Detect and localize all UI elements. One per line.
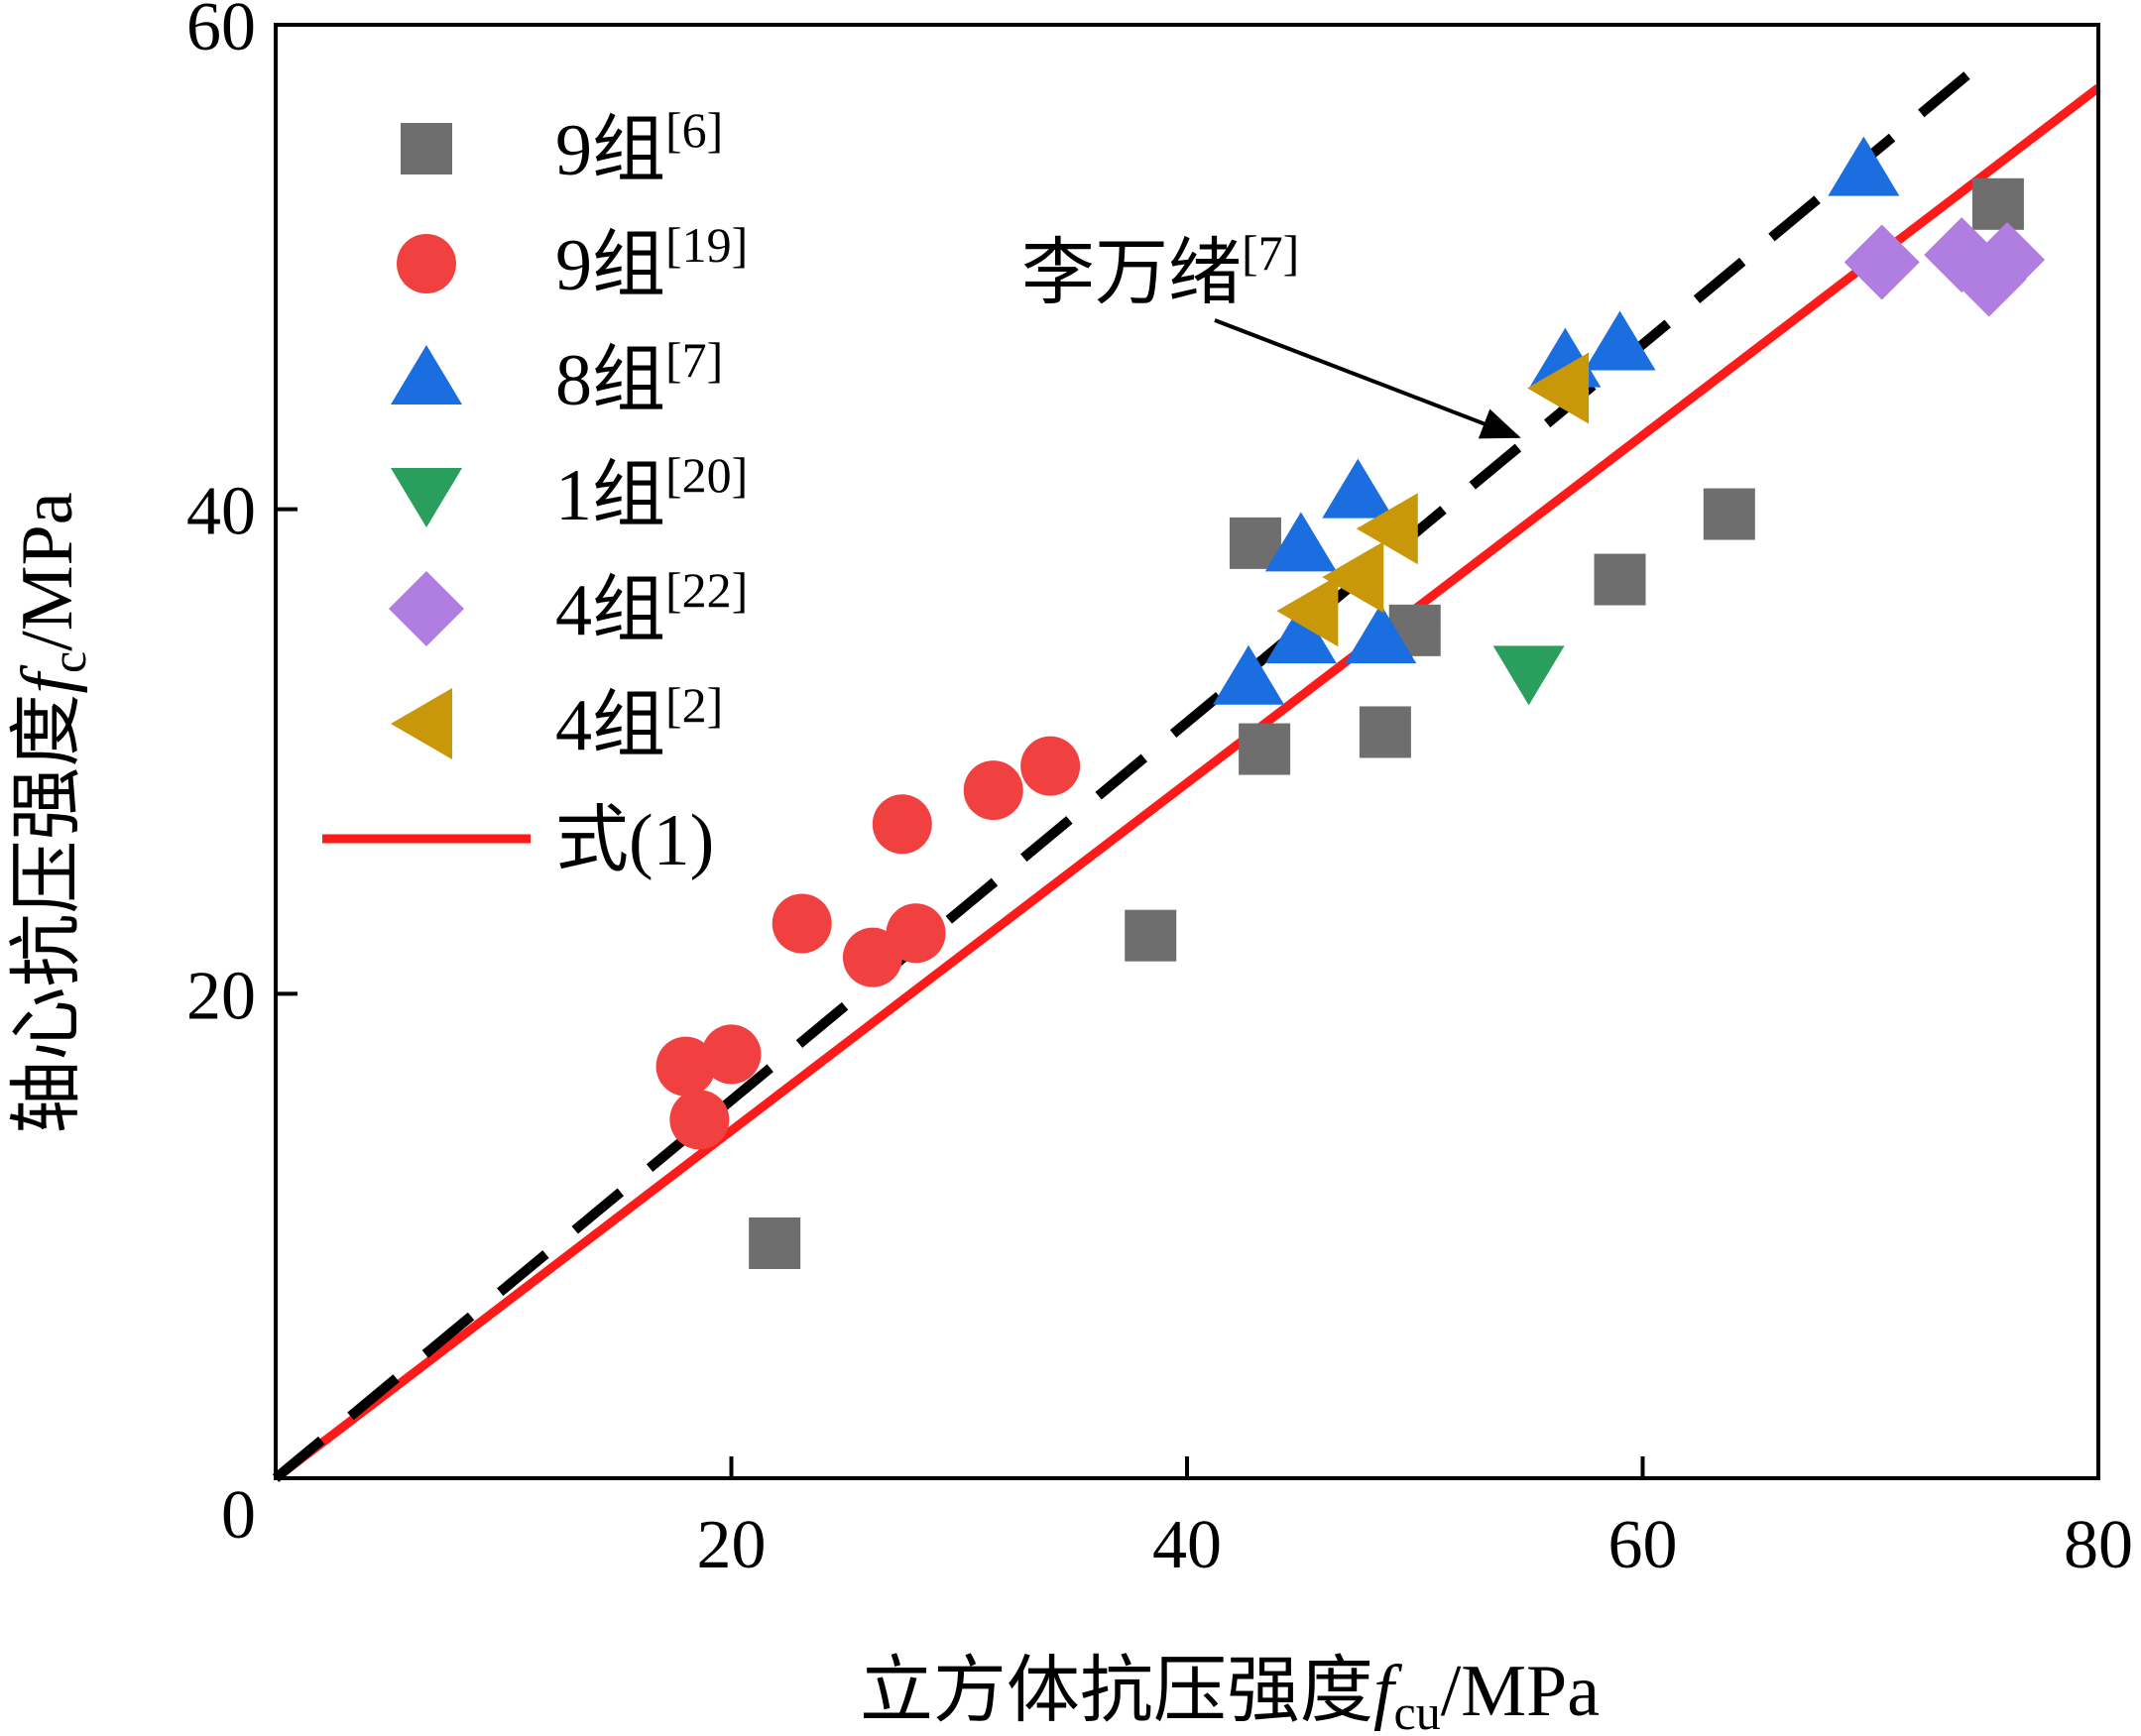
x-tick-label: 80 [2064,1507,2133,1583]
legend-label: 式(1) [555,800,714,881]
legend-label-main: 9组 [555,110,665,191]
y-tick-label: 40 [186,474,256,550]
data-point-triangle-left [1276,575,1339,647]
x-tick-label: 40 [1152,1507,1222,1583]
y-axis-title-sub: c [41,651,96,673]
annotation-main: 李万绪 [1021,233,1242,314]
data-point-diamond [1844,224,1920,300]
data-point-circle [872,794,932,855]
legend-marker-square [401,123,452,174]
legend-label-ref: [22] [665,562,748,618]
legend-label-main: 4组 [555,685,665,766]
legend-label-main: 1组 [555,455,665,536]
origin-label: 0 [221,1477,256,1554]
data-point-triangle-up [1264,512,1337,572]
data-point-triangle-left [1356,493,1418,565]
y-axis-title-main: 轴心抗压强度 [7,694,88,1134]
data-point-circle [669,1090,730,1150]
data-point-circle [701,1024,762,1085]
y-tick-label: 20 [186,958,256,1034]
data-point-triangle-up [1584,310,1656,371]
data-point-triangle-down [1492,645,1565,706]
x-axis-title: 立方体抗压强度fcu/MPa [860,1651,1600,1736]
data-point-square [1971,177,2024,230]
x-tick-label: 60 [1608,1507,1678,1583]
legend-marker-triangle-down [391,468,462,527]
legend-label: 9组[19] [555,217,748,306]
data-point-triangle-up [1213,644,1285,705]
data-point-square [1703,488,1755,540]
y-axis-title: 轴心抗压强度fc/MPa [7,492,96,1133]
legend-label-main: 8组 [555,340,665,421]
y-axis-title-unit: /MPa [7,492,88,650]
legend-label-ref: [19] [665,217,748,273]
x-tick-label: 20 [697,1507,767,1583]
data-point-circle [1020,736,1081,796]
data-point-diamond [1969,222,2046,298]
axis-ticks: 20 40 60 80 20 40 60 0 [186,0,2133,1583]
x-axis-title-main: 立方体抗压强度 [860,1651,1373,1732]
legend-marker-triangle-left [391,688,452,759]
x-axis-title-sub: cu [1394,1684,1441,1736]
formula-line [273,83,2101,1482]
data-point-circle [886,903,946,964]
fit-lines [272,48,2101,1482]
legend-marker-diamond [389,571,464,646]
data-point-circle [963,760,1023,821]
data-point-triangle-up [1322,458,1394,519]
x-axis-title-unit: /MPa [1441,1651,1600,1732]
data-point-square [1594,553,1646,606]
annotation-arrow [1214,318,1521,439]
data-point-circle [842,927,902,987]
dashed-reference-line [272,48,1999,1482]
data-point-triangle-up [1828,136,1900,196]
legend-label-ref: [2] [665,677,723,733]
data-point-square [1359,706,1411,758]
data-point-circle [655,1036,716,1097]
legend-label: 9组[6] [555,102,723,191]
legend-label-ref: [7] [665,332,723,388]
legend-label: 8组[7] [555,332,723,421]
y-tick-label: 60 [186,0,256,65]
legend-label-main: 9组 [555,225,665,306]
legend-marker-triangle-up [391,345,462,405]
annotation-ref: [7] [1242,225,1299,281]
data-point-square [1125,909,1177,962]
data-point-square [749,1216,801,1269]
data-point-square [1239,723,1291,775]
data-point-triangle-left [1322,541,1384,614]
data-point-triangle-up [1264,604,1337,664]
legend-label-ref: [6] [665,102,723,158]
data-point-circle [772,893,832,954]
legend: 9组[6]9组[19]8组[7]1组[20]4组[22]4组[2]式(1) [322,102,748,881]
legend-label: 1组[20] [555,447,748,536]
legend-label-ref: [20] [665,447,748,503]
legend-label: 4组[2] [555,677,723,766]
legend-label-main: 4组 [555,570,665,651]
data-points [655,136,2046,1269]
data-point-triangle-up [1345,604,1417,664]
legend-label: 4组[22] [555,562,748,651]
legend-marker-circle [397,234,456,293]
annotation-label: 李万绪[7] [1021,225,1299,314]
data-point-triangle-left [1527,352,1590,424]
